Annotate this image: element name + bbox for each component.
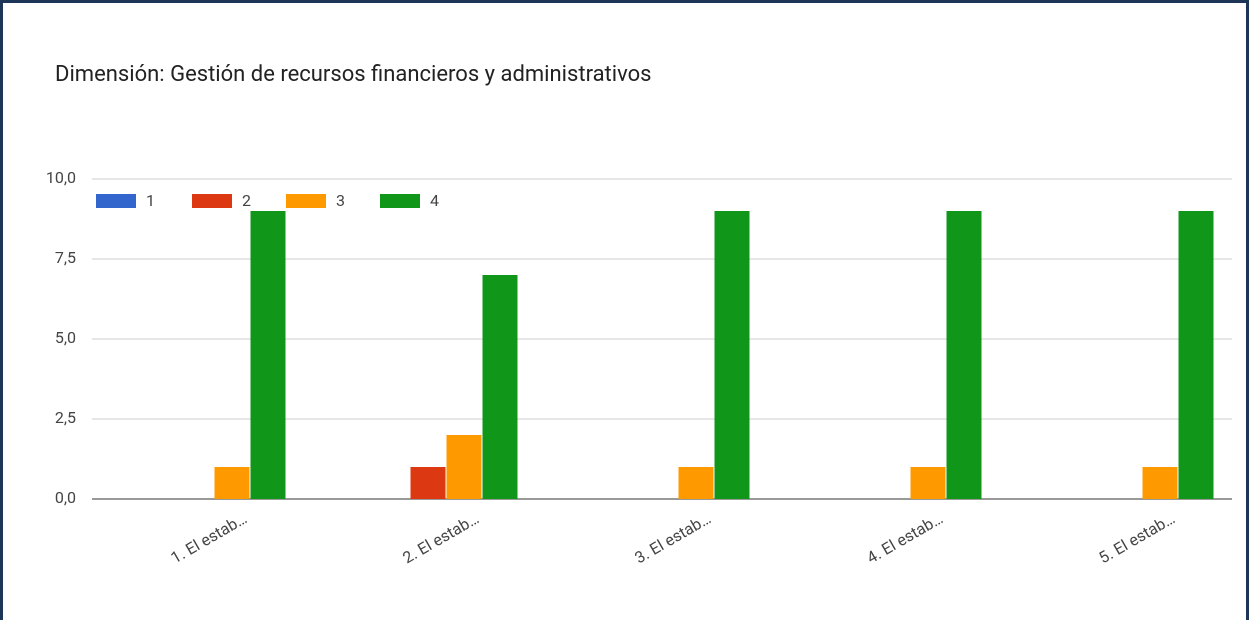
legend-swatch [380,194,420,208]
y-tick-label: 0,0 [55,488,76,507]
bar [1178,211,1214,499]
bar [410,467,446,499]
legend-swatch [96,194,136,208]
chart-title: Dimensión: Gestión de recursos financier… [55,62,652,87]
bar [910,467,946,499]
bar [1142,467,1178,499]
legend-swatch [286,194,326,208]
bar [482,275,518,499]
bar [446,435,482,499]
bar [946,211,982,499]
legend-label: 2 [242,191,251,210]
bar [250,211,286,499]
y-tick-label: 7,5 [55,248,76,267]
legend-label: 1 [146,191,155,210]
y-tick-label: 10,0 [46,168,76,187]
legend-swatch [192,194,232,208]
bar [678,467,714,499]
bar [214,467,250,499]
legend-label: 4 [430,191,439,210]
y-tick-label: 2,5 [55,408,76,427]
y-tick-label: 5,0 [55,328,76,347]
bar [714,211,750,499]
legend-label: 3 [336,191,345,210]
